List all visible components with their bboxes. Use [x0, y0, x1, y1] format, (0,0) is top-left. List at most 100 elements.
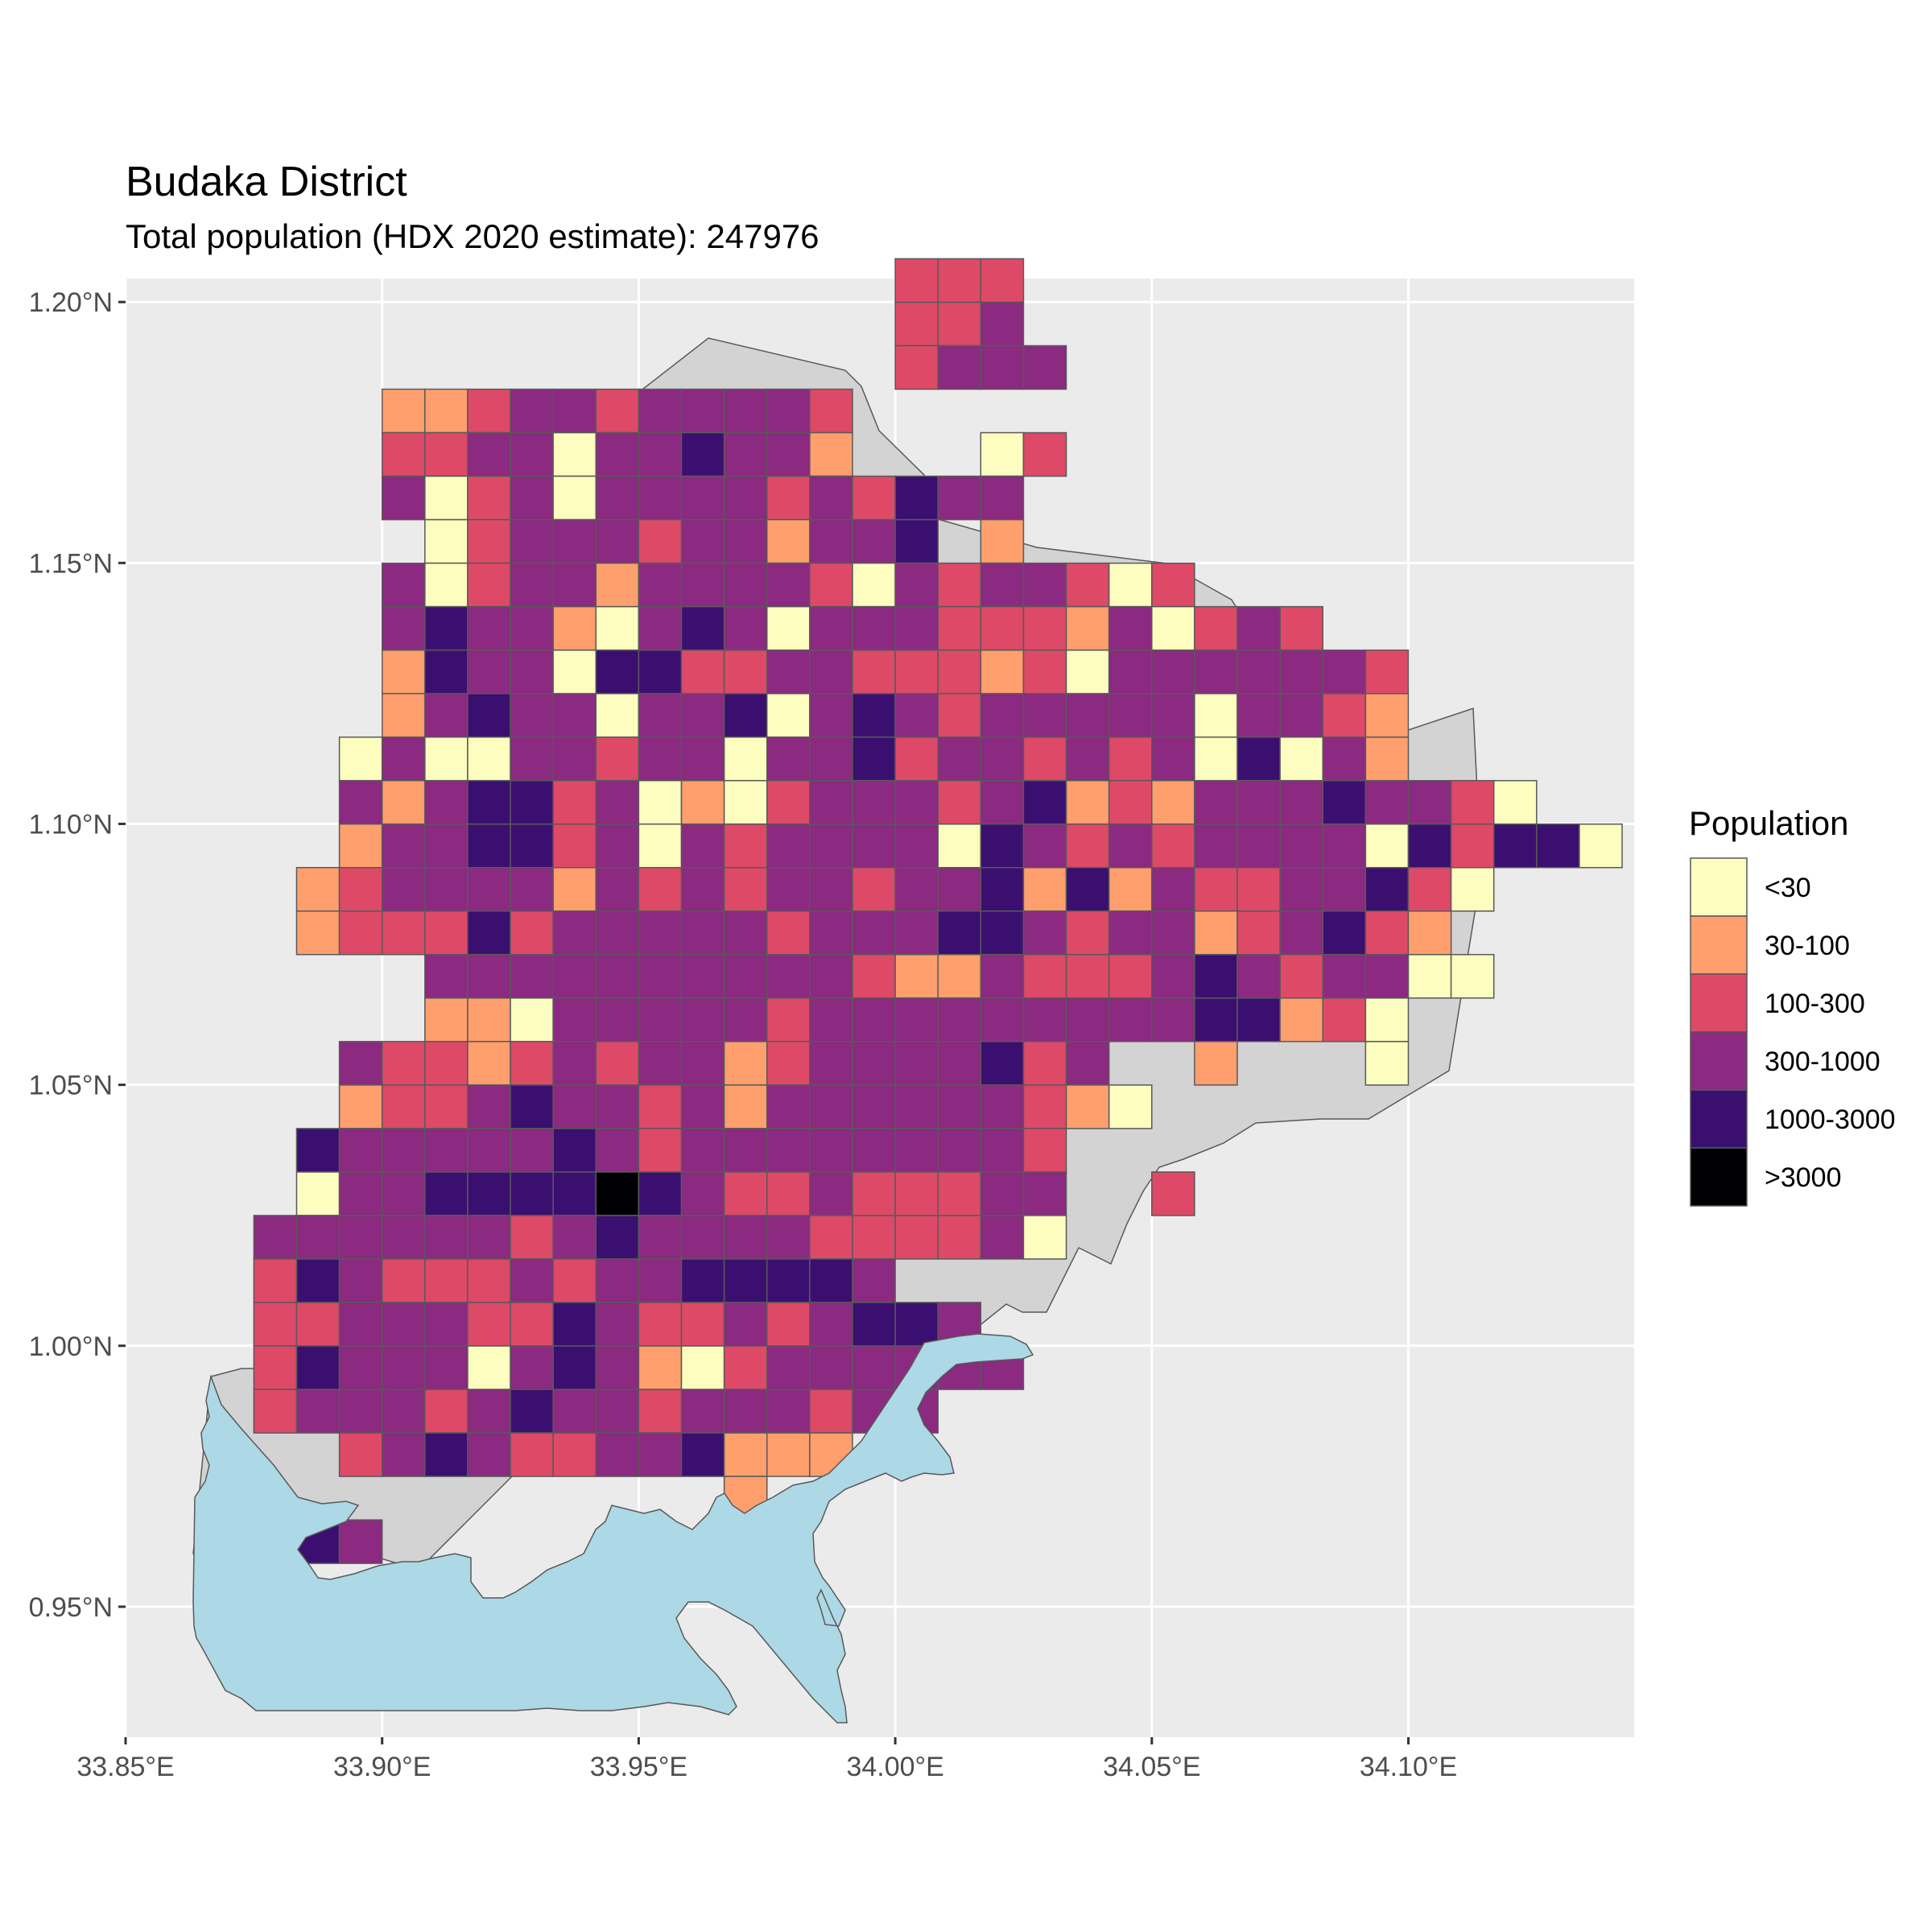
legend-key-label: 1000-3000 [1765, 1104, 1896, 1135]
population-cell [937, 692, 982, 738]
population-cell [937, 649, 982, 695]
population-cell [638, 1171, 683, 1216]
population-cell [638, 1084, 683, 1129]
population-cell [894, 649, 939, 695]
population-cell [766, 649, 811, 695]
population-cell [766, 692, 811, 738]
population-cell [680, 1345, 725, 1390]
population-cell [338, 1302, 383, 1347]
population-cell [638, 954, 683, 999]
population-cell [1364, 779, 1410, 825]
population-cell [595, 562, 640, 608]
population-cell [1322, 779, 1367, 825]
population-cell [1194, 779, 1238, 825]
population-cell [766, 866, 811, 912]
population-cell [424, 649, 469, 695]
population-cell [381, 562, 426, 608]
population-cell [595, 1389, 640, 1434]
population-cell [1279, 997, 1323, 1042]
population-cell [1065, 605, 1110, 651]
population-cell [1151, 562, 1195, 608]
population-cell [1022, 866, 1067, 912]
population-cell [723, 1041, 768, 1086]
population-cell [595, 1084, 640, 1129]
population-cell [510, 1128, 554, 1173]
population-cell [680, 1302, 725, 1347]
population-cell [680, 1084, 725, 1129]
population-cell [338, 823, 383, 869]
population-cell [980, 431, 1025, 477]
population-cell [809, 997, 853, 1042]
population-cell [980, 736, 1025, 782]
population-cell [766, 1215, 811, 1260]
population-cell [852, 997, 896, 1042]
legend-key-swatch [1690, 857, 1748, 917]
population-cell [510, 997, 554, 1042]
population-cell [766, 1084, 811, 1129]
population-cell [424, 1171, 469, 1216]
population-cell [852, 954, 896, 999]
population-cell [1108, 954, 1153, 999]
population-cell [1407, 866, 1452, 912]
lake-outline [192, 1333, 1034, 1724]
population-cell [424, 1302, 469, 1347]
population-cell [980, 1084, 1025, 1129]
population-cell [424, 605, 469, 651]
population-cell [937, 736, 982, 782]
population-cell [894, 1171, 939, 1216]
population-cell [424, 475, 469, 521]
population-cell [894, 518, 939, 564]
population-cell [1194, 649, 1238, 695]
population-cell [253, 1389, 298, 1434]
population-cell [338, 1258, 383, 1303]
population-cell [680, 997, 725, 1042]
population-cell [1151, 997, 1195, 1042]
population-cell [510, 1171, 554, 1216]
population-cell [552, 475, 597, 521]
population-cell [510, 1041, 554, 1086]
population-cell [1194, 823, 1238, 869]
population-cell [1065, 1041, 1110, 1086]
population-cell [467, 866, 511, 912]
population-cell [1065, 562, 1110, 608]
population-cell [552, 388, 597, 434]
population-cell [1022, 605, 1067, 651]
population-cell [381, 475, 426, 521]
x-axis: 33.85°E 33.90°E 33.95°E 34.00°E 34.05°E 34.10… [76, 1737, 1457, 1782]
population-cell [467, 910, 511, 956]
population-cell [1236, 910, 1281, 956]
population-cell [295, 910, 341, 956]
population-cell [1151, 954, 1195, 999]
population-cell [1022, 649, 1067, 695]
population-cell [809, 1258, 853, 1303]
population-cell [595, 866, 640, 912]
population-cell [424, 1215, 469, 1260]
population-cell [295, 1215, 341, 1260]
population-cell [852, 1258, 896, 1303]
population-cell [980, 345, 1025, 390]
population-cell [1108, 1084, 1153, 1129]
population-cell [338, 1041, 383, 1086]
population-cell [894, 301, 939, 347]
population-cell [980, 301, 1025, 347]
population-cell [894, 1302, 939, 1347]
population-cell [510, 431, 554, 477]
population-cell [980, 866, 1025, 912]
population-cell [1279, 910, 1323, 956]
population-cell [381, 431, 426, 477]
population-cell [723, 1389, 768, 1434]
population-cell [467, 1345, 511, 1390]
population-cell [1022, 1041, 1067, 1086]
population-cell [723, 605, 768, 651]
population-cell [510, 475, 554, 521]
population-cell [1279, 779, 1323, 825]
population-cell [980, 954, 1025, 999]
population-cell [467, 431, 511, 477]
population-cell [723, 1258, 768, 1303]
population-cell [894, 1084, 939, 1129]
population-cell [1364, 823, 1410, 869]
population-cell [253, 1345, 298, 1390]
legend-key-label: >3000 [1765, 1162, 1842, 1193]
map-title: Budaka District [126, 159, 407, 205]
